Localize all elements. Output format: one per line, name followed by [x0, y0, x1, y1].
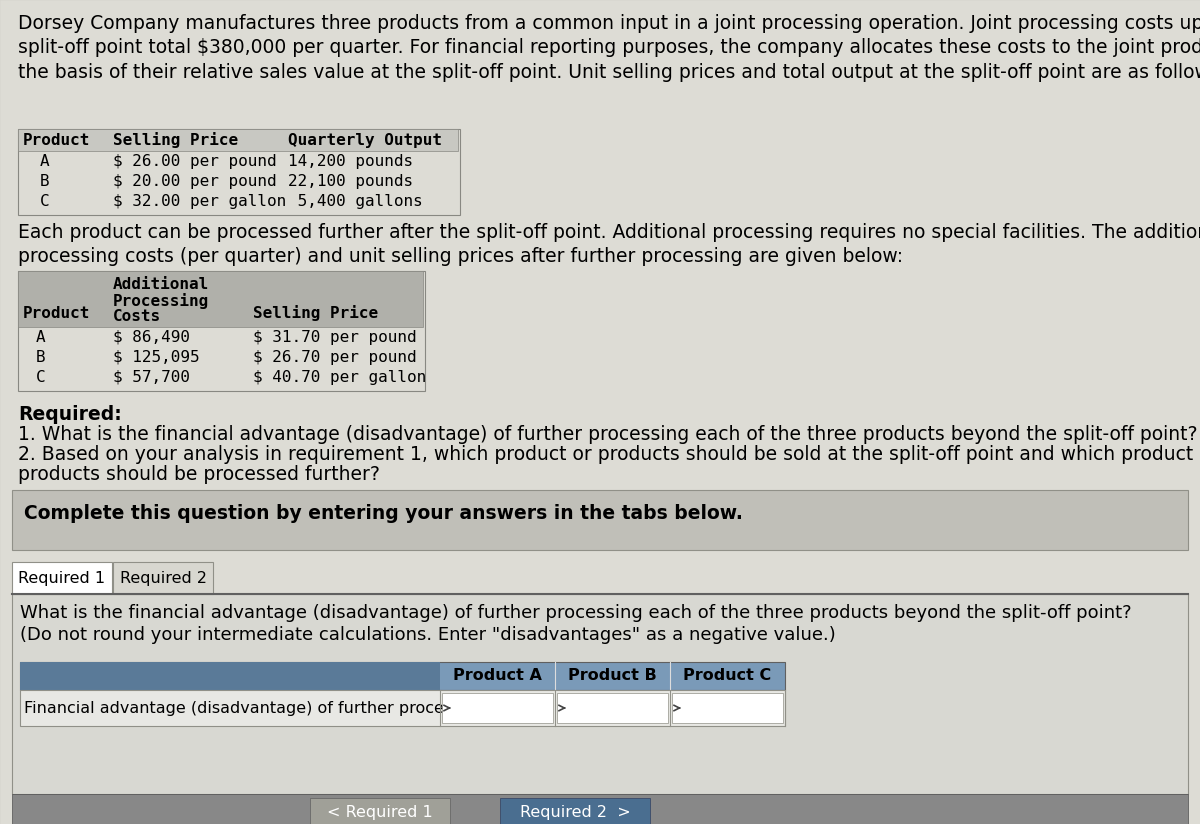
Text: $ 31.70 per pound: $ 31.70 per pound: [253, 330, 416, 344]
Text: 5,400 gallons: 5,400 gallons: [288, 194, 422, 208]
Text: C: C: [36, 369, 46, 385]
FancyBboxPatch shape: [18, 129, 458, 151]
FancyBboxPatch shape: [12, 490, 1188, 550]
FancyBboxPatch shape: [500, 798, 650, 824]
Text: C: C: [40, 194, 49, 208]
Text: $ 125,095: $ 125,095: [113, 349, 199, 364]
Text: $ 32.00 per gallon: $ 32.00 per gallon: [113, 194, 287, 208]
Text: What is the financial advantage (disadvantage) of further processing each of the: What is the financial advantage (disadva…: [20, 604, 1132, 622]
Text: Product B: Product B: [568, 668, 656, 683]
Text: Selling Price: Selling Price: [113, 132, 238, 148]
FancyBboxPatch shape: [20, 690, 785, 726]
Text: Additional: Additional: [113, 277, 209, 292]
Text: $ 26.70 per pound: $ 26.70 per pound: [253, 349, 416, 364]
Text: Each product can be processed further after the split-off point. Additional proc: Each product can be processed further af…: [18, 223, 1200, 266]
FancyBboxPatch shape: [18, 271, 424, 327]
Text: Processing: Processing: [113, 293, 209, 309]
FancyBboxPatch shape: [12, 594, 1188, 794]
Text: Complete this question by entering your answers in the tabs below.: Complete this question by entering your …: [24, 504, 743, 523]
FancyBboxPatch shape: [18, 271, 425, 391]
Text: $ 86,490: $ 86,490: [113, 330, 190, 344]
Text: (Do not round your intermediate calculations. Enter "disadvantages" as a negativ: (Do not round your intermediate calculat…: [20, 626, 835, 644]
Text: B: B: [36, 349, 46, 364]
FancyBboxPatch shape: [18, 129, 460, 215]
Text: Product: Product: [23, 306, 90, 321]
Text: $ 26.00 per pound: $ 26.00 per pound: [113, 153, 277, 168]
Text: Required 2: Required 2: [120, 570, 206, 586]
FancyBboxPatch shape: [12, 562, 112, 594]
Text: Required 2  >: Required 2 >: [520, 804, 630, 820]
Text: Quarterly Output: Quarterly Output: [288, 133, 442, 147]
Text: Product A: Product A: [454, 668, 542, 683]
FancyBboxPatch shape: [12, 794, 1188, 824]
FancyBboxPatch shape: [442, 693, 553, 723]
Text: Required:: Required:: [18, 405, 121, 424]
Text: Product C: Product C: [683, 668, 772, 683]
FancyBboxPatch shape: [113, 562, 214, 594]
Text: 22,100 pounds: 22,100 pounds: [288, 174, 413, 189]
FancyBboxPatch shape: [672, 693, 784, 723]
FancyBboxPatch shape: [557, 693, 668, 723]
Text: products should be processed further?: products should be processed further?: [18, 465, 380, 484]
Text: < Required 1: < Required 1: [328, 804, 433, 820]
Text: 2. Based on your analysis in requirement 1, which product or products should be : 2. Based on your analysis in requirement…: [18, 445, 1200, 464]
FancyBboxPatch shape: [20, 662, 440, 690]
Text: Financial advantage (disadvantage) of further processing: Financial advantage (disadvantage) of fu…: [24, 700, 485, 715]
Text: Required 1: Required 1: [18, 570, 106, 586]
Text: Costs: Costs: [113, 309, 161, 324]
Text: Product: Product: [23, 133, 90, 147]
Text: A: A: [36, 330, 46, 344]
FancyBboxPatch shape: [20, 662, 785, 690]
Text: $ 20.00 per pound: $ 20.00 per pound: [113, 174, 277, 189]
Text: B: B: [40, 174, 49, 189]
FancyBboxPatch shape: [310, 798, 450, 824]
Text: $ 57,700: $ 57,700: [113, 369, 190, 385]
Text: $ 40.70 per gallon: $ 40.70 per gallon: [253, 369, 426, 385]
Text: Selling Price: Selling Price: [253, 305, 378, 321]
Text: 1. What is the financial advantage (disadvantage) of further processing each of : 1. What is the financial advantage (disa…: [18, 425, 1198, 444]
Text: Dorsey Company manufactures three products from a common input in a joint proces: Dorsey Company manufactures three produc…: [18, 14, 1200, 82]
Text: A: A: [40, 153, 49, 168]
Text: 14,200 pounds: 14,200 pounds: [288, 153, 413, 168]
